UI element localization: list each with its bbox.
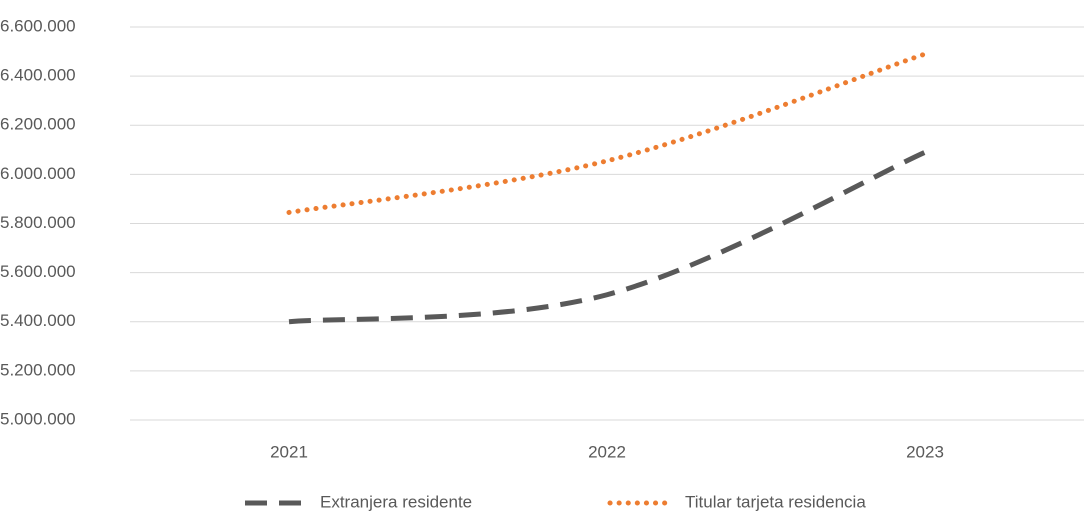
y-tick-label: 6.400.000 — [0, 66, 76, 85]
y-tick-label: 5.000.000 — [0, 409, 76, 428]
y-tick-label: 5.200.000 — [0, 360, 76, 379]
legend-label: Titular tarjeta residencia — [685, 492, 866, 511]
legend-label: Extranjera residente — [320, 492, 472, 511]
x-tick-label: 2023 — [906, 442, 944, 461]
y-tick-label: 6.200.000 — [0, 115, 76, 134]
y-tick-label: 6.600.000 — [0, 16, 76, 35]
y-tick-label: 5.800.000 — [0, 213, 76, 232]
y-tick-label: 5.600.000 — [0, 262, 76, 281]
x-tick-label: 2022 — [588, 442, 626, 461]
series-line — [286, 51, 928, 215]
y-tick-label: 6.000.000 — [0, 164, 76, 183]
y-tick-label: 5.400.000 — [0, 311, 76, 330]
x-tick-label: 2021 — [270, 442, 308, 461]
series-line — [288, 149, 927, 325]
